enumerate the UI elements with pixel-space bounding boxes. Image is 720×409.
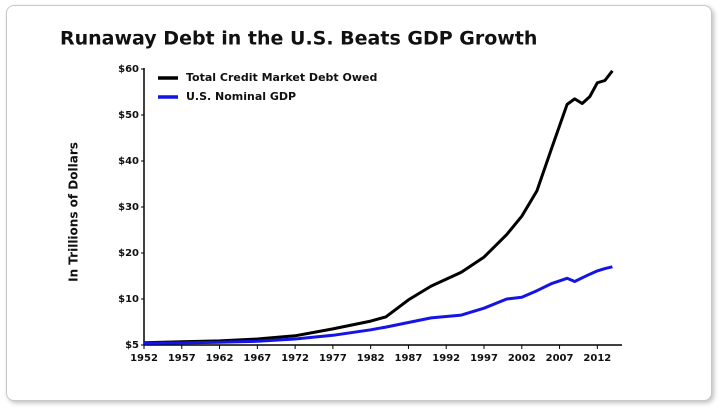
x-tick-label: 2012 <box>583 353 611 364</box>
y-tick-label: $40 <box>118 156 139 167</box>
y-axis-label: In Trillions of Dollars <box>67 142 81 282</box>
y-tick-label: $50 <box>118 110 139 121</box>
legend-label: U.S. Nominal GDP <box>186 90 296 103</box>
y-tick-label: $60 <box>118 64 139 75</box>
line <box>143 69 614 345</box>
x-tick-label: 2002 <box>508 353 536 364</box>
x-tick-label: 1982 <box>357 353 385 364</box>
legend-label: Total Credit Market Debt Owed <box>186 71 377 84</box>
x-tick-label: 1987 <box>395 353 423 364</box>
y-tick-label: $10 <box>118 294 139 305</box>
line <box>143 265 613 345</box>
x-tick-label: 2007 <box>546 353 574 364</box>
x-tick-label: 1967 <box>243 353 271 364</box>
x-tick-label: 1952 <box>130 353 158 364</box>
card <box>6 5 712 401</box>
x-tick-label: 1992 <box>432 353 460 364</box>
y-tick-label: $20 <box>118 248 139 259</box>
x-tick-label: 1962 <box>206 353 234 364</box>
y-tick-label: $30 <box>118 202 139 213</box>
chart-title: Runaway Debt in the U.S. Beats GDP Growt… <box>60 28 537 50</box>
x-tick-label: 1972 <box>281 353 309 364</box>
x-tick-label: 1997 <box>470 353 498 364</box>
x-tick-label: 1957 <box>168 353 196 364</box>
x-tick-label: 1977 <box>319 353 347 364</box>
y-tick-label: $5 <box>125 340 139 351</box>
